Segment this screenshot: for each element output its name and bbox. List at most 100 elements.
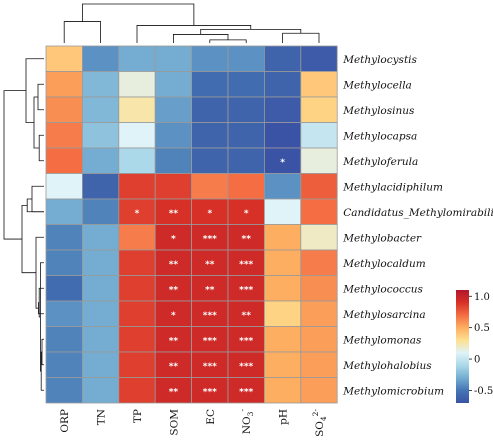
heatmap-cell	[45, 45, 83, 72]
heatmap-cell	[45, 96, 83, 123]
heatmap-cell	[45, 71, 83, 98]
significance-label: ***	[203, 311, 217, 321]
heatmap-cell	[227, 45, 265, 72]
heatmap-cell	[82, 326, 120, 353]
heatmap-cell	[154, 351, 192, 378]
row-dendrogram-branch	[33, 96, 40, 149]
heatmap-cell	[118, 147, 156, 174]
heatmap-cell	[154, 377, 192, 404]
significance-label: ***	[203, 362, 217, 372]
row-label: Methylohalobius	[342, 360, 432, 372]
significance-label: *	[280, 158, 285, 168]
color-scale-tick-label: 0.5	[474, 323, 490, 334]
row-label: Methyloferula	[342, 156, 418, 168]
heatmap-cell	[191, 300, 229, 327]
column-dendrogram-branch	[173, 34, 229, 43]
heatmap-cell	[45, 122, 83, 149]
significance-label: **	[169, 285, 179, 295]
heatmap-cell	[227, 326, 265, 353]
significance-marks: ** ** * ** *** **** ** ***** ** **** *** **** *** ***…	[135, 158, 286, 398]
heatmap-cell	[227, 147, 265, 174]
row-label: Methylocystis	[342, 54, 417, 66]
color-scale-tick-label: 1.0	[474, 292, 490, 303]
heatmap-cell	[263, 249, 302, 276]
heatmap-cell	[263, 71, 302, 98]
heatmap-cell	[82, 122, 120, 149]
heatmap-cell	[263, 198, 302, 225]
significance-label: **	[169, 336, 179, 346]
heatmap-cell	[118, 249, 156, 276]
heatmap-cell	[300, 224, 338, 251]
heatmap-cell	[300, 300, 338, 327]
heatmap-cell	[45, 249, 83, 276]
heatmap-cell	[191, 224, 229, 251]
row-dendrogram-branch	[3, 90, 26, 240]
significance-label: ***	[203, 387, 217, 397]
heatmap-cell	[82, 300, 120, 327]
significance-label: ***	[239, 285, 253, 295]
significance-label: ***	[239, 260, 253, 270]
heatmap-cell	[263, 173, 302, 200]
column-label: SOM	[168, 409, 180, 436]
heatmap-cell	[118, 96, 156, 123]
row-dendrogram-branch	[37, 83, 44, 111]
heatmap-cell	[82, 71, 120, 98]
row-label: Methylocapsa	[342, 130, 417, 142]
heatmap-cell	[154, 96, 192, 123]
significance-label: **	[205, 285, 215, 295]
color-scale-ticks: 1.0 0.5 0 -0.5	[469, 292, 493, 397]
significance-label: ***	[203, 234, 217, 244]
row-label: Methylococcus	[342, 283, 423, 295]
significance-label: **	[241, 311, 251, 321]
heatmap-cell	[45, 147, 83, 174]
row-dendrogram-branch	[25, 58, 44, 123]
column-dendrogram-branch	[82, 3, 195, 26]
heatmap-cell	[191, 147, 229, 174]
column-label: EC	[205, 409, 217, 425]
heatmap-cell	[191, 377, 229, 404]
heatmap-cell	[154, 249, 192, 276]
heatmap-cell	[118, 275, 156, 302]
column-label: ORP	[59, 409, 71, 433]
heatmap-cell	[118, 45, 156, 72]
heatmap-cell	[263, 45, 302, 72]
heatmap-cell	[300, 326, 338, 353]
significance-label: *	[171, 234, 176, 244]
heatmap-cell	[45, 326, 83, 353]
column-label: pH	[278, 409, 290, 425]
heatmap-cell	[191, 351, 229, 378]
heatmap-cell	[191, 275, 229, 302]
significance-label: *	[171, 311, 176, 321]
heatmap-cell	[118, 122, 156, 149]
heatmap-cell	[300, 249, 338, 276]
heatmap-cell	[263, 351, 302, 378]
color-scale-tick-label: 0	[474, 355, 480, 366]
row-label: Methylomicrobium	[342, 385, 444, 397]
row-label: Methylocaldum	[342, 258, 426, 270]
significance-label: ***	[239, 362, 253, 372]
heatmap-cell	[82, 147, 120, 174]
row-label: Methylosarcina	[342, 309, 426, 321]
heatmap-cell	[82, 96, 120, 123]
color-scale-legend: 1.0 0.5 0 -0.5	[456, 290, 493, 403]
heatmap-cell	[191, 326, 229, 353]
significance-label: **	[169, 209, 179, 219]
heatmap-cell	[118, 300, 156, 327]
heatmap-cell	[300, 198, 338, 225]
row-labels: Methylocystis Methylocella Methylosinus Met…	[342, 54, 493, 398]
row-label: Candidatus_Methylomirabilis	[343, 207, 493, 219]
heatmap-cell	[227, 249, 265, 276]
column-labels: ORP TN TP SOM EC NO3- pH SO42-	[59, 409, 328, 437]
column-label: NO3-	[238, 409, 255, 435]
heatmap-cell	[263, 326, 302, 353]
heatmap-cell	[227, 377, 265, 404]
column-dendrogram-branch	[200, 28, 302, 35]
heatmap-cell	[82, 377, 120, 404]
row-dendrogram-branch	[31, 185, 44, 213]
heatmap-cell	[191, 71, 229, 98]
heatmap-cell	[45, 300, 83, 327]
heatmap-cell	[154, 45, 192, 72]
significance-label: **	[169, 362, 179, 372]
heatmap-cell	[227, 198, 265, 225]
heatmap-cell	[263, 377, 302, 404]
